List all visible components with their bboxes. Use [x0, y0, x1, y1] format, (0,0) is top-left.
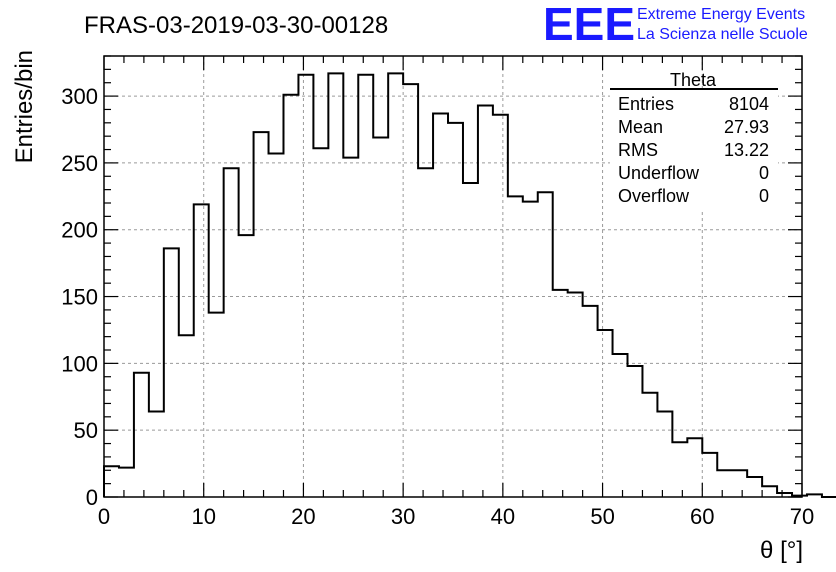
histogram-bin — [553, 290, 568, 497]
histogram-bin — [164, 248, 179, 497]
x-tick-label: 20 — [291, 504, 315, 529]
histogram-bin — [119, 468, 134, 497]
histogram-bin — [508, 196, 523, 497]
histogram-bin — [732, 470, 747, 497]
x-tick-label: 60 — [690, 504, 714, 529]
histogram-bin — [328, 73, 343, 497]
logo-line-2: La Scienza nelle Scuole — [637, 26, 808, 43]
x-tick-label: 50 — [590, 504, 614, 529]
histogram-bin — [613, 354, 628, 497]
stats-row-value: 0 — [759, 186, 769, 206]
histogram-bin — [149, 411, 164, 497]
histogram-bin — [313, 148, 328, 497]
histogram-bin — [642, 393, 657, 497]
y-tick-label: 100 — [61, 351, 98, 376]
x-tick-label: 70 — [790, 504, 814, 529]
stats-row-label: Mean — [618, 117, 663, 137]
histogram-outline — [103, 72, 836, 498]
histogram-bin — [134, 373, 149, 497]
stats-row-label: Overflow — [618, 186, 690, 206]
histogram-bin — [598, 330, 613, 497]
histogram-bin — [209, 313, 224, 497]
histogram-bin — [224, 168, 239, 497]
stats-row-label: Entries — [618, 94, 674, 114]
histogram-bin — [194, 204, 209, 497]
histogram-bin — [657, 411, 672, 497]
stats-title: Theta — [670, 70, 717, 90]
y-tick-label: 50 — [74, 418, 98, 443]
stats-row-value: 27.93 — [724, 117, 769, 137]
x-tick-label: 40 — [491, 504, 515, 529]
plot-frame — [103, 55, 803, 498]
stats-row-label: Underflow — [618, 163, 700, 183]
histogram-bin — [747, 477, 762, 497]
eee-logo-mark: EEE — [543, 0, 635, 50]
histogram-bin — [568, 293, 583, 497]
histogram-bin — [628, 366, 643, 497]
histogram-bin — [672, 442, 687, 497]
histogram-bin — [463, 183, 478, 497]
y-axis-label: Entries/bin — [11, 50, 38, 163]
histogram-bin — [254, 132, 269, 497]
y-tick-label: 200 — [61, 218, 98, 243]
histogram-bin — [538, 192, 553, 497]
stats-box: Theta Entries 8104 Mean 27.93 RMS 13.22 Underf… — [610, 70, 778, 212]
histogram-bin — [403, 84, 418, 497]
histogram-bin — [523, 202, 538, 497]
x-tick-label: 0 — [98, 504, 110, 529]
histogram-bin — [493, 115, 508, 497]
chart-title: FRAS-03-2019-03-30-00128 — [84, 12, 388, 39]
histogram-series — [103, 72, 836, 498]
stats-row-value: 8104 — [729, 94, 769, 114]
histogram-bin — [239, 235, 254, 497]
histogram-bin — [433, 113, 448, 497]
stats-row-label: RMS — [618, 140, 658, 160]
histogram-bin — [448, 123, 463, 497]
y-tick-label: 0 — [86, 485, 98, 510]
logo-line-1: Extreme Energy Events — [637, 6, 805, 23]
y-tick-label: 150 — [61, 285, 98, 310]
histogram-bin — [702, 453, 717, 497]
histogram-bin — [358, 75, 373, 497]
histogram-bin — [269, 154, 284, 497]
histogram-bin — [478, 105, 493, 497]
stats-row-value: 0 — [759, 163, 769, 183]
x-axis-label: θ [°] — [760, 537, 803, 564]
histogram-bin — [373, 138, 388, 497]
histogram-bin — [283, 95, 298, 497]
histogram-bin — [104, 466, 119, 497]
histogram-bin — [717, 470, 732, 497]
histogram-bin — [298, 75, 313, 497]
y-tick-label: 250 — [61, 151, 98, 176]
histogram-bin — [179, 335, 194, 497]
x-tick-label: 30 — [391, 504, 415, 529]
x-tick-label: 10 — [191, 504, 215, 529]
histogram-bin — [388, 73, 403, 497]
histogram-bin — [762, 486, 777, 497]
grid-lines — [104, 56, 802, 497]
stats-row-value: 13.22 — [724, 140, 769, 160]
y-tick-label: 300 — [61, 84, 98, 109]
histogram-bin — [687, 438, 702, 497]
histogram-bin — [418, 168, 433, 497]
axes: 0 10 20 30 40 50 60 70 0 50 100 150 200 250 300 — [61, 55, 814, 529]
histogram-bin — [807, 494, 822, 497]
histogram-bin — [583, 306, 598, 497]
histogram-bin — [343, 158, 358, 497]
